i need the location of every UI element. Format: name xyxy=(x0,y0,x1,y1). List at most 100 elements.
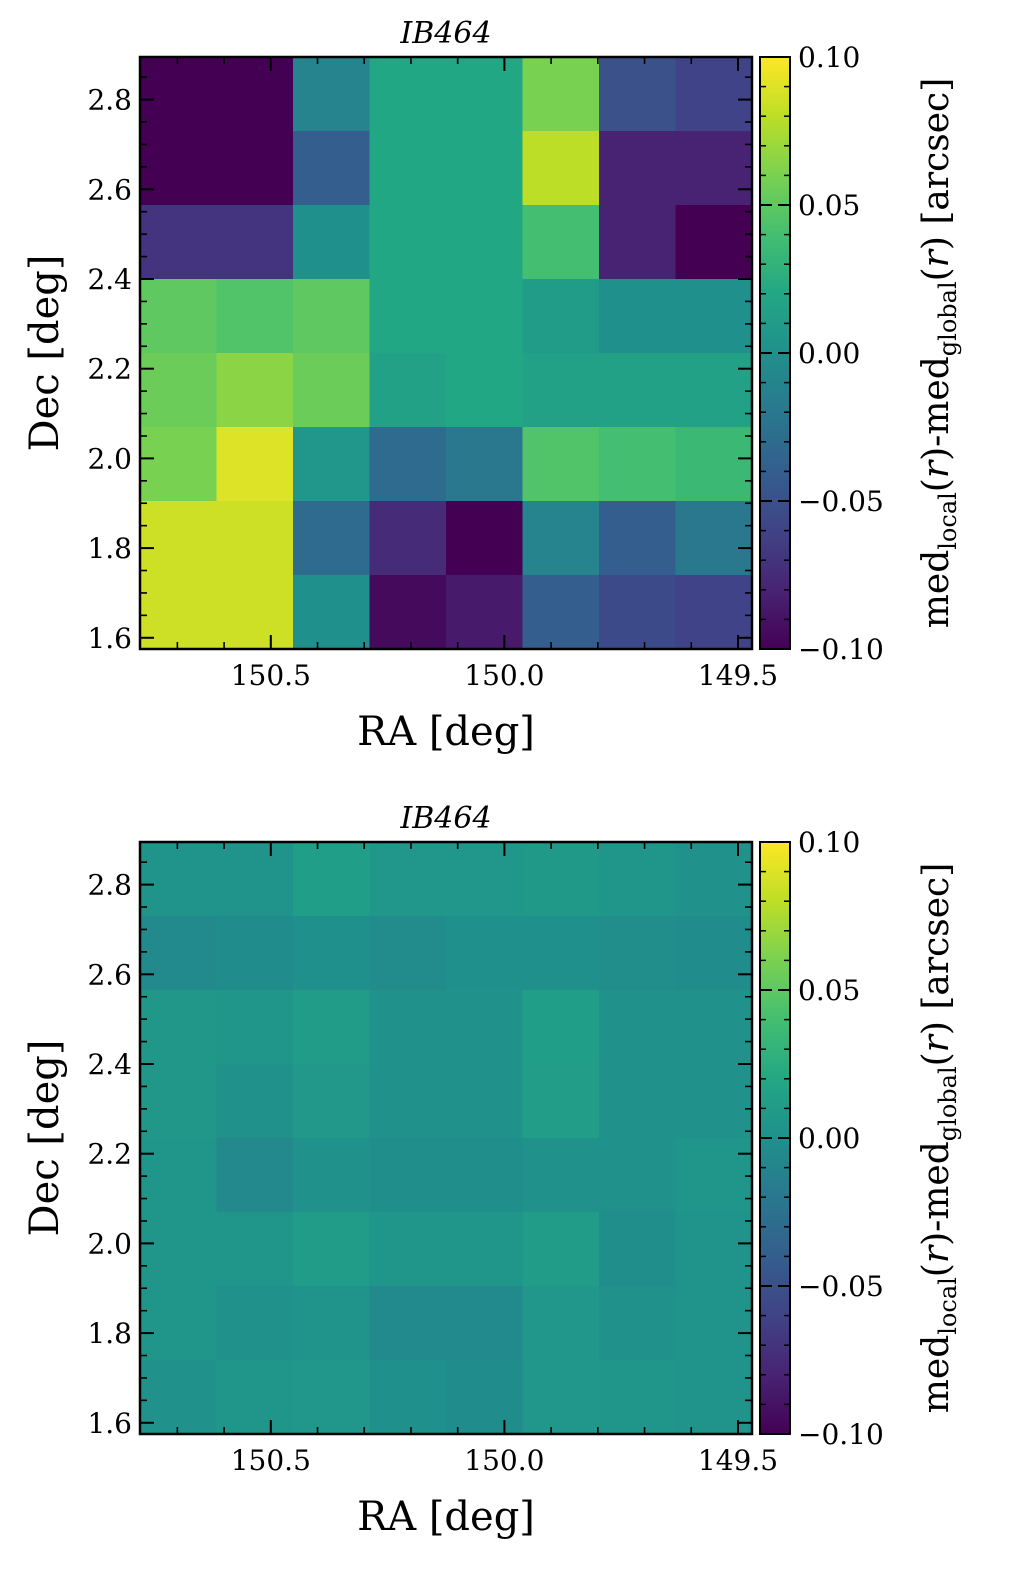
heatmap-cell xyxy=(216,353,294,428)
heatmap-cell xyxy=(522,842,600,917)
heatmap-cell xyxy=(140,57,218,132)
plot-frame xyxy=(138,55,754,651)
colorbar-label: medlocal(r)-medglobal(r) [arcsec] xyxy=(916,78,962,629)
heatmap-cell xyxy=(293,1212,371,1287)
x-tick-label: 150.5 xyxy=(231,1444,311,1477)
heatmap-cell xyxy=(675,279,753,354)
heatmap-cell xyxy=(522,1212,600,1287)
colorbar-tick-label: −0.05 xyxy=(798,485,884,518)
heatmap-cell xyxy=(369,353,447,428)
heatmap-cell xyxy=(140,916,218,991)
heatmap-cell xyxy=(599,131,677,206)
heatmap-cell xyxy=(446,1064,524,1139)
heatmap-cell xyxy=(216,279,294,354)
y-tick-label: 1.8 xyxy=(87,1317,132,1350)
x-tick-label: 150.0 xyxy=(464,659,544,692)
heatmap-cell xyxy=(675,1138,753,1213)
heatmap-cells xyxy=(140,842,753,1435)
heatmap-cell xyxy=(140,279,218,354)
y-tick-label: 2.2 xyxy=(87,1138,132,1171)
heatmap-cell xyxy=(369,1138,447,1213)
heatmap-cell xyxy=(216,1212,294,1287)
heatmap-cell xyxy=(675,57,753,132)
heatmap-cell xyxy=(522,427,600,502)
heatmap-cell xyxy=(599,57,677,132)
colorbar-tick-label: −0.10 xyxy=(798,1418,884,1451)
x-tick-label: 149.5 xyxy=(698,659,778,692)
heatmap-cell xyxy=(293,205,371,280)
plot-frame xyxy=(138,840,754,1436)
heatmap-cell xyxy=(522,1064,600,1139)
heatmap-cell xyxy=(522,131,600,206)
y-axis-label: Dec [deg] xyxy=(22,1040,68,1237)
heatmap-cell xyxy=(522,916,600,991)
heatmap-cell xyxy=(446,205,524,280)
colorbar-tick-label: 0.05 xyxy=(798,189,860,222)
heatmap-cell xyxy=(140,131,218,206)
heatmap-cell xyxy=(446,501,524,576)
heatmap-cell xyxy=(446,1286,524,1361)
heatmap-cell xyxy=(369,427,447,502)
heatmap-cell xyxy=(293,575,371,650)
heatmap-cell xyxy=(599,916,677,991)
heatmap-cell xyxy=(522,57,600,132)
y-tick-label: 2.8 xyxy=(87,84,132,117)
heatmap-cell xyxy=(522,279,600,354)
heatmap-cell xyxy=(293,57,371,132)
colorbar-tick-label: 0.10 xyxy=(798,41,860,74)
x-tick-label: 150.5 xyxy=(231,659,311,692)
colorbar-tick-label: 0.05 xyxy=(798,974,860,1007)
y-tick-label: 2.4 xyxy=(87,1048,132,1081)
heatmap-cell xyxy=(216,1286,294,1361)
heatmap-cell xyxy=(446,1138,524,1213)
y-axis-label: Dec [deg] xyxy=(22,255,68,452)
heatmap-cell xyxy=(140,1064,218,1139)
y-tick-label: 2.6 xyxy=(87,173,132,206)
heatmap-cell xyxy=(140,205,218,280)
heatmap-cell xyxy=(675,131,753,206)
heatmap-cell xyxy=(675,916,753,991)
heatmap-cell xyxy=(599,575,677,650)
heatmap-cell xyxy=(446,427,524,502)
heatmap-cell xyxy=(140,501,218,576)
heatmap-cell xyxy=(369,131,447,206)
heatmap-cell xyxy=(216,501,294,576)
heatmap-cell xyxy=(599,1286,677,1361)
heatmap-cell xyxy=(140,427,218,502)
heatmap-cell xyxy=(293,1064,371,1139)
y-tick-label: 2.0 xyxy=(87,442,132,475)
heatmap-cell xyxy=(599,1064,677,1139)
heatmap-cell xyxy=(369,842,447,917)
heatmap-cells xyxy=(140,57,753,650)
colorbar: 0.10 0.05 0.00 −0.05 −0.10 medlocal(r)-medglo… xyxy=(759,826,962,1451)
heatmap-cell xyxy=(599,427,677,502)
heatmap-cell xyxy=(446,1212,524,1287)
heatmap-cell xyxy=(522,990,600,1065)
heatmap-cell xyxy=(293,1286,371,1361)
y-tick-label: 2.2 xyxy=(87,353,132,386)
heatmap-cell xyxy=(446,842,524,917)
heatmap-cell xyxy=(446,916,524,991)
heatmap-cell xyxy=(675,353,753,428)
heatmap-cell xyxy=(369,501,447,576)
heatmap-cell xyxy=(599,205,677,280)
heatmap-cell xyxy=(293,1360,371,1435)
heatmap-cell xyxy=(522,501,600,576)
heatmap-cell xyxy=(140,1138,218,1213)
heatmap-cell xyxy=(216,1138,294,1213)
heatmap-cell xyxy=(293,842,371,917)
x-axis-label: RA [deg] xyxy=(357,709,535,755)
heatmap-cell xyxy=(369,1286,447,1361)
heatmap-cell xyxy=(599,279,677,354)
heatmap-cell xyxy=(369,575,447,650)
heatmap-cell xyxy=(446,131,524,206)
heatmap-cell xyxy=(140,990,218,1065)
heatmap-panel-1: 150.5 150.0 149.5 1.6 1.8 2.0 2.2 2.4 2.6 2.8 IB46… xyxy=(22,16,962,755)
heatmap-cell xyxy=(369,279,447,354)
heatmap-cell xyxy=(216,842,294,917)
colorbar-tick-label: 0.00 xyxy=(798,1122,860,1155)
heatmap-cell xyxy=(293,353,371,428)
heatmap-cell xyxy=(675,427,753,502)
heatmap-cell xyxy=(216,427,294,502)
